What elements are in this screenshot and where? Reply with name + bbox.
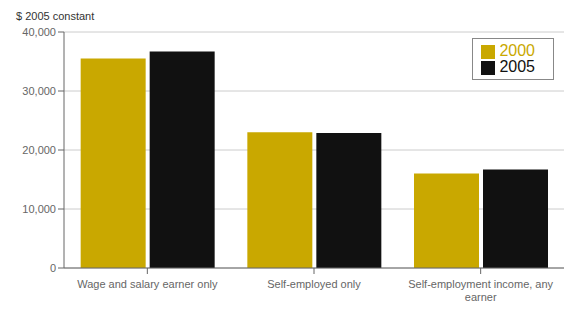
html-text:2000: 2000 — [499, 42, 535, 59]
svg-text:0: 0 — [50, 262, 56, 274]
svg-text:20,000: 20,000 — [22, 144, 56, 156]
svg-text:10,000: 10,000 — [22, 203, 56, 215]
svg-text:Self-employed only: Self-employed only — [267, 278, 361, 290]
svg-text:40,000: 40,000 — [22, 26, 56, 38]
svg-text:Wage and salary earner only: Wage and salary earner only — [77, 278, 218, 290]
html-text:2005: 2005 — [499, 58, 535, 75]
svg-text:30,000: 30,000 — [22, 85, 56, 97]
html-text:$ 2005 constant: $ 2005 constant — [16, 10, 95, 22]
svg-text:Self-employment income, anyear: Self-employment income, anyearner — [408, 278, 553, 303]
